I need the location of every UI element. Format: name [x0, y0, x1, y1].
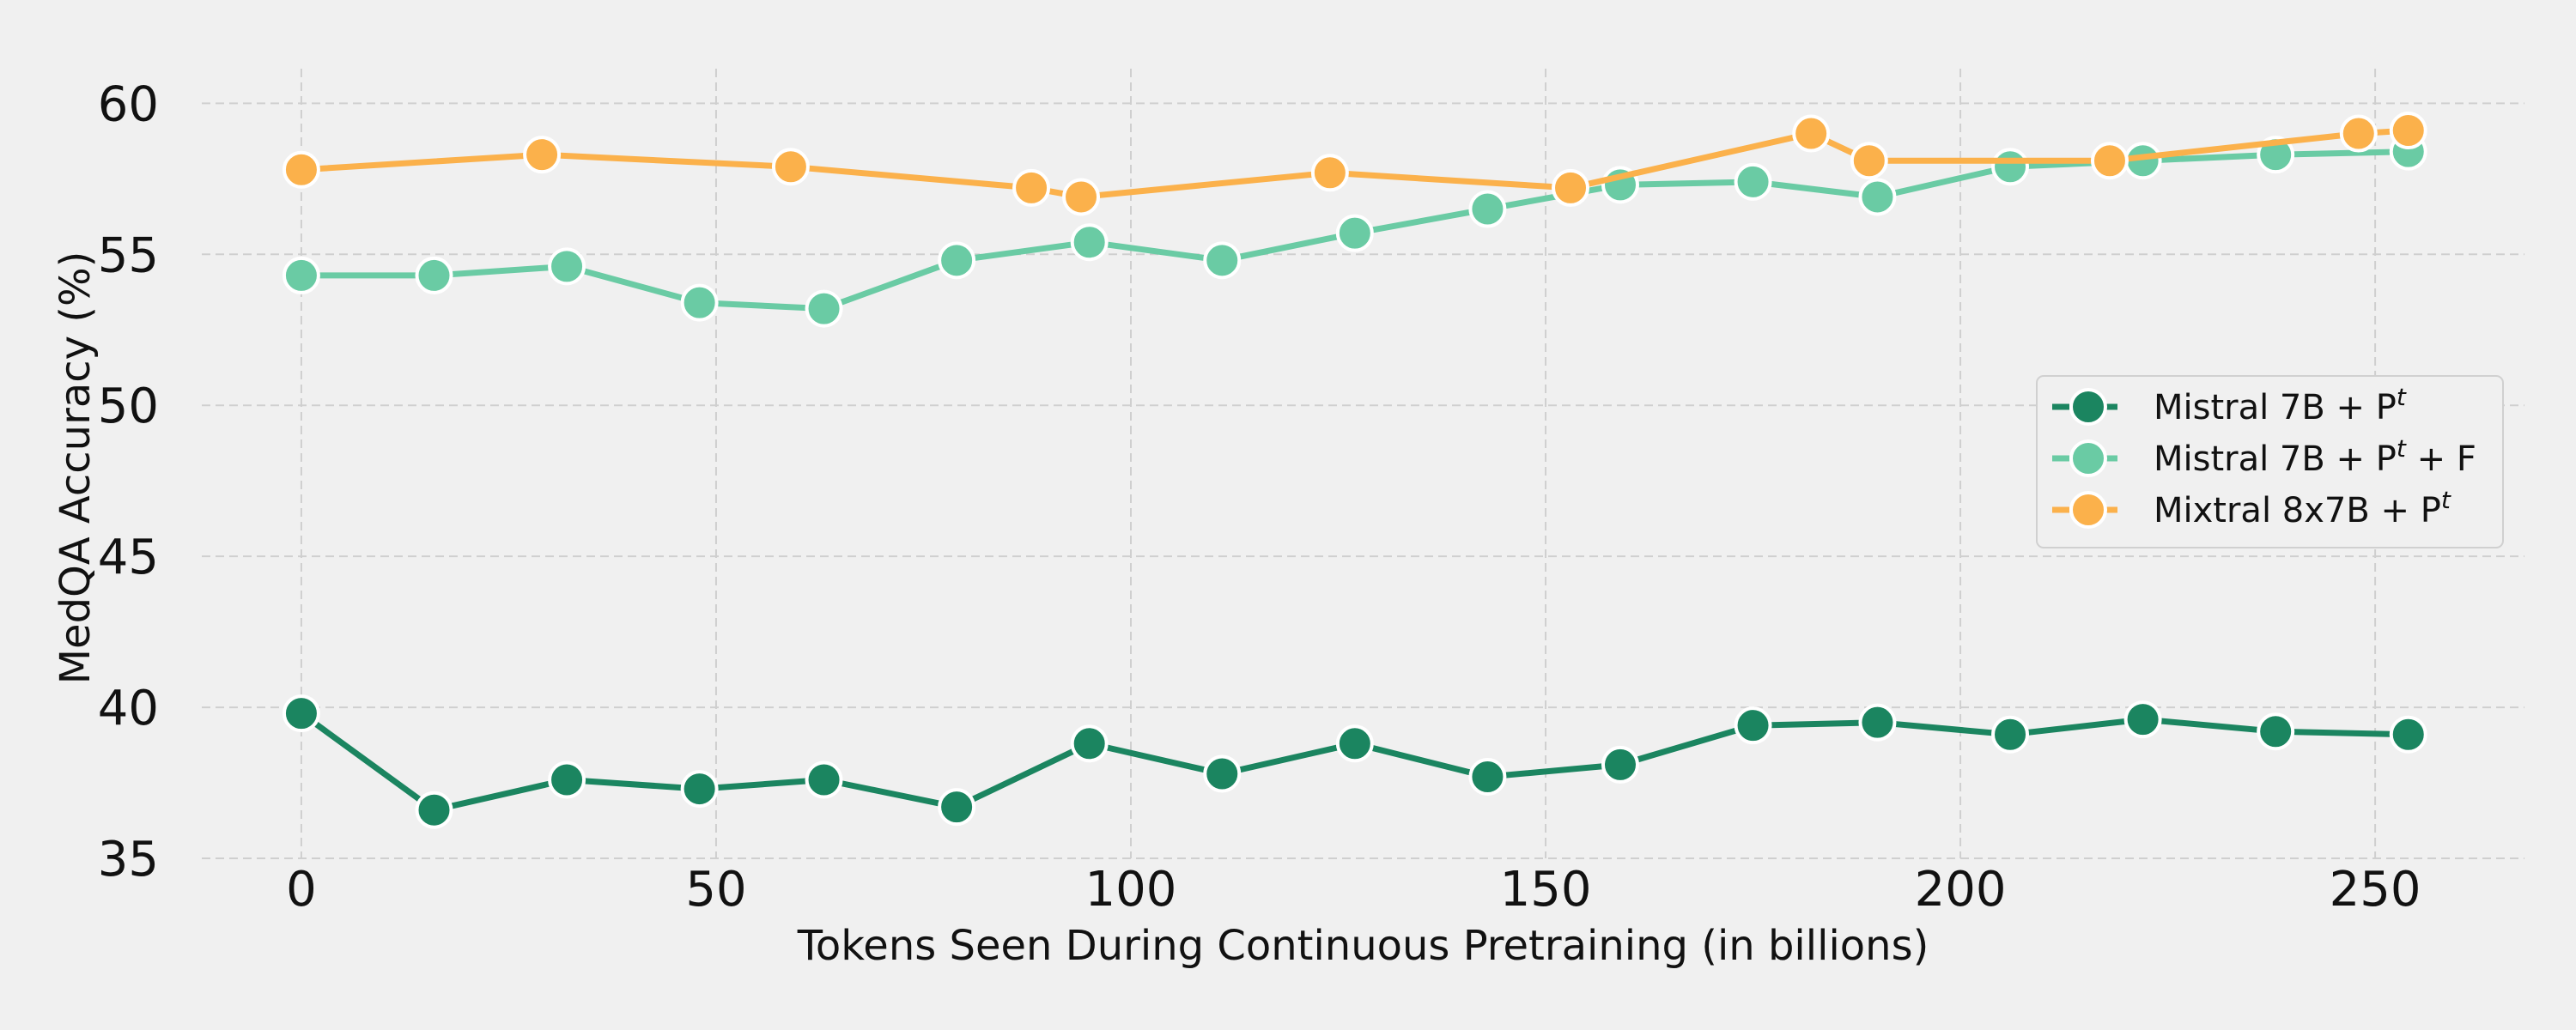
- data-point: [2389, 715, 2427, 754]
- data-point: [2389, 112, 2427, 150]
- legend-marker: [2069, 491, 2107, 529]
- data-point: [523, 136, 562, 174]
- data-point: [1991, 715, 2030, 754]
- series-line: [298, 127, 2412, 200]
- data-point: [1070, 223, 1109, 262]
- legend-label: Mistral 7B + Pt + F: [2154, 434, 2476, 479]
- legend-label-text: Mixtral 8x7B + P: [2154, 491, 2441, 530]
- x-axis-ticks: 0 50 100 150 200 250: [286, 862, 2421, 918]
- x-tick-label: 100: [1085, 862, 1177, 918]
- data-point: [415, 256, 453, 294]
- y-tick-label: 55: [98, 227, 159, 283]
- data-point: [2090, 142, 2129, 180]
- data-point: [805, 760, 843, 799]
- legend-box: [2036, 375, 2504, 548]
- legend-label-text: Mistral 7B + P: [2154, 439, 2397, 479]
- data-point: [1335, 724, 1374, 763]
- data-point: [1552, 168, 1590, 207]
- x-tick-label: 150: [1500, 862, 1592, 918]
- data-point: [1601, 745, 1639, 784]
- series-2: [282, 132, 2427, 328]
- y-axis-ticks: 35 40 45 50 55 60: [98, 76, 159, 888]
- series-3: [282, 112, 2427, 216]
- data-point: [680, 770, 719, 809]
- data-point: [1468, 758, 1507, 796]
- data-point: [680, 283, 719, 322]
- legend-marker: [2069, 439, 2107, 477]
- data-point: [1850, 142, 1888, 180]
- y-tick-label: 40: [98, 681, 159, 736]
- data-point: [282, 150, 320, 189]
- y-tick-label: 45: [98, 530, 159, 585]
- data-point: [2257, 712, 2295, 751]
- legend-item: Mixtral 8x7B + Pt: [2052, 486, 2451, 530]
- data-point: [548, 760, 586, 799]
- x-axis-title: Tokens Seen During Continuous Pretrainin…: [797, 922, 1929, 970]
- data-point: [1012, 168, 1051, 207]
- legend-label-suffix: + F: [2406, 439, 2476, 479]
- y-axis-title: MedQA Accuracy (%): [52, 251, 100, 685]
- legend-item: Mistral 7B + Pt + F: [2052, 434, 2476, 479]
- x-tick-label: 50: [685, 862, 746, 918]
- data-point: [2123, 700, 2162, 739]
- y-tick-label: 60: [98, 76, 159, 132]
- y-tick-label: 35: [98, 832, 159, 888]
- data-point: [282, 694, 320, 733]
- x-tick-label: 0: [286, 862, 317, 918]
- data-point: [282, 256, 320, 294]
- legend-label-superscript: t: [2397, 383, 2407, 411]
- x-tick-label: 250: [2330, 862, 2421, 918]
- data-point: [1062, 178, 1101, 216]
- data-point: [415, 791, 453, 829]
- data-point: [2339, 114, 2378, 153]
- legend-label-superscript: t: [2441, 486, 2451, 514]
- data-point: [1858, 703, 1897, 742]
- data-point: [1468, 190, 1507, 228]
- data-point: [1203, 754, 1242, 793]
- data-point: [1203, 241, 1242, 280]
- legend-item: Mistral 7B + Pt: [2052, 383, 2407, 427]
- data-point: [938, 788, 976, 827]
- data-point: [1070, 724, 1109, 763]
- data-point: [1734, 162, 1772, 201]
- series-lines: [282, 112, 2427, 829]
- series-1: [282, 694, 2427, 829]
- data-point: [1335, 214, 1374, 252]
- data-point: [1310, 154, 1349, 192]
- data-point: [805, 289, 843, 328]
- data-point: [1792, 114, 1831, 153]
- data-point: [938, 241, 976, 280]
- data-point: [548, 247, 586, 286]
- data-point: [1858, 178, 1897, 216]
- legend-marker: [2069, 388, 2107, 426]
- data-point: [1734, 706, 1772, 745]
- y-tick-label: 50: [98, 379, 159, 434]
- legend-label-superscript: t: [2397, 434, 2407, 463]
- legend-label: Mistral 7B + Pt: [2154, 383, 2407, 427]
- legend-label: Mixtral 8x7B + Pt: [2154, 486, 2451, 530]
- data-point: [1991, 148, 2030, 186]
- x-tick-label: 200: [1915, 862, 2007, 918]
- legend-label-text: Mistral 7B + P: [2154, 388, 2397, 427]
- data-point: [771, 148, 810, 186]
